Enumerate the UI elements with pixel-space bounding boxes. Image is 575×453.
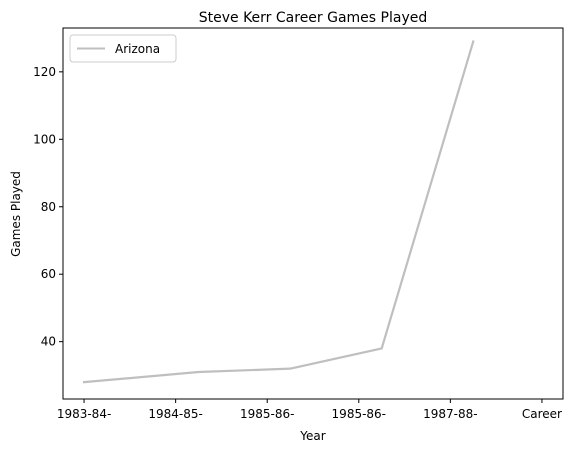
x-axis: 1983-84- 1984-85- 1985-86- 1985-86- 1987-88-…	[57, 399, 562, 421]
legend-label: Arizona	[115, 42, 160, 56]
x-tick-label: 1984-85-	[148, 407, 202, 421]
y-tick-label: 60	[41, 267, 56, 281]
plot-area	[62, 27, 564, 400]
y-tick-label: 40	[41, 335, 56, 349]
series-layer	[82, 40, 475, 384]
y-axis: 40 60 80 100 120	[33, 65, 63, 349]
x-tick-label: 1983-84-	[57, 407, 111, 421]
y-tick-label: 80	[41, 200, 56, 214]
y-axis-label: Games Played	[9, 171, 23, 257]
legend-box	[69, 34, 177, 63]
y-tick-label: 120	[33, 65, 56, 79]
x-tick-label: Career	[522, 407, 562, 421]
chart-title: Steve Kerr Career Games Played	[199, 10, 428, 26]
series-line-arizona	[82, 40, 475, 384]
legend: Arizona	[69, 34, 177, 63]
x-tick-label: 1987-88-	[423, 407, 477, 421]
x-tick-label: 1985-86-	[332, 407, 386, 421]
x-axis-label: Year	[299, 429, 325, 443]
y-tick-label: 100	[33, 132, 56, 146]
x-tick-label: 1985-86-	[240, 407, 294, 421]
